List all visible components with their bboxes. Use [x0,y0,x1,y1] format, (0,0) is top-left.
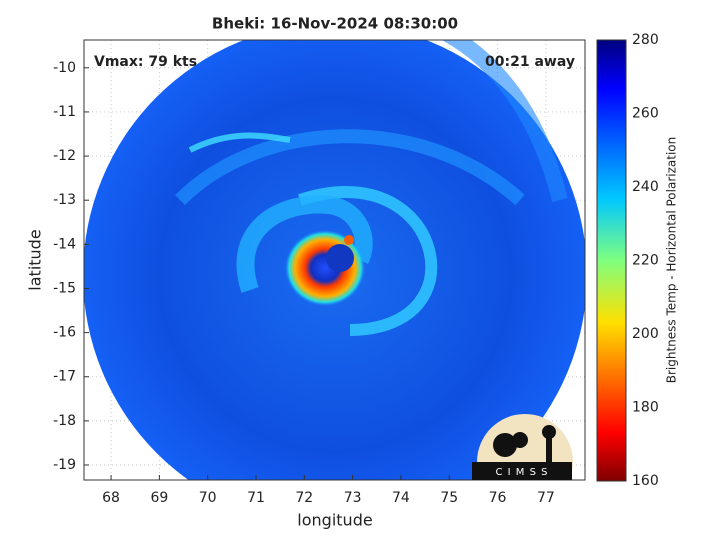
y-tick-label: -13 [53,192,76,208]
y-tick-label: -19 [53,457,76,473]
ticks: 68 69 70 71 72 73 74 75 76 77 -19 -18 -17 -16 -15 -14 -1… [53,32,659,506]
plot-frame [83,39,586,481]
colorbar-tick-label: 240 [632,179,659,195]
y-tick-label: -18 [53,413,76,429]
x-tick-label: 73 [344,490,362,506]
y-tick-label: -12 [53,148,76,164]
x-tick-label: 71 [247,490,265,506]
x-tick-label: 72 [295,490,313,506]
chart-title: Bheki: 16-Nov-2024 08:30:00 [212,15,458,33]
x-tick-label: 74 [392,490,410,506]
x-tick-label: 69 [150,490,168,506]
colorbar-label: Brightness Temp - Horizontal Polarizatio… [665,137,679,384]
x-tick-label: 70 [199,490,217,506]
annotation: Vmax: 79 kts [94,54,197,70]
colorbar-tick-label: 200 [632,326,659,342]
y-tick-label: -14 [53,236,76,252]
colorbar-tick-label: 260 [632,106,659,122]
x-tick-label: 75 [440,490,458,506]
annotation: 00:21 away [485,54,575,70]
colorbar-tick-label: 180 [632,400,659,416]
logo: C I M S S [472,414,573,480]
x-axis-label: longitude [297,511,372,530]
colorbar-tick-label: 160 [632,473,659,489]
y-tick-label: -15 [53,280,76,296]
satellite-image [84,40,585,480]
x-tick-label: 76 [489,490,507,506]
y-tick-label: -11 [53,104,76,120]
y-axis-label: latitude [26,229,45,290]
x-tick-label: 77 [537,490,555,506]
colorbar-tick-label: 220 [632,253,659,269]
y-tick-label: -17 [53,369,76,385]
y-tick-label: -16 [53,325,76,341]
colorbar-tick-label: 280 [632,32,659,48]
colorbar [596,39,627,482]
y-tick-label: -10 [53,60,76,76]
logo-text: C I M S S [496,467,549,478]
x-tick-label: 68 [102,490,120,506]
